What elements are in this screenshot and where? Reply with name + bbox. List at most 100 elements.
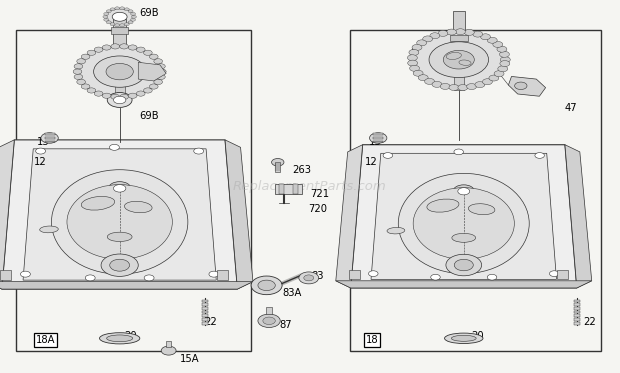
Circle shape [157,74,166,79]
Circle shape [467,84,477,90]
Circle shape [103,15,108,18]
Text: 20: 20 [124,331,136,341]
Circle shape [81,54,90,59]
Bar [373,141,383,142]
Bar [454,67,464,90]
Bar [574,303,580,306]
Circle shape [430,33,440,39]
Ellipse shape [427,199,459,212]
Text: 263: 263 [293,165,312,175]
Circle shape [106,9,133,25]
Circle shape [94,47,103,52]
Circle shape [494,71,504,77]
Circle shape [500,51,510,57]
Polygon shape [565,145,591,288]
Circle shape [409,50,419,56]
Circle shape [487,275,497,280]
Bar [202,318,208,321]
Ellipse shape [51,170,188,274]
Circle shape [456,29,466,35]
Circle shape [112,12,127,21]
Polygon shape [138,62,166,81]
Text: 22: 22 [583,317,596,326]
Text: 69B: 69B [140,8,159,18]
Circle shape [497,46,507,52]
Text: 720: 720 [308,204,327,214]
Circle shape [128,10,133,13]
Bar [349,270,360,279]
Bar [202,300,208,302]
Ellipse shape [451,335,476,341]
Circle shape [124,8,130,11]
Circle shape [104,12,108,15]
Circle shape [110,259,130,271]
Bar [202,311,208,313]
Bar [557,270,568,279]
Polygon shape [336,145,363,288]
Text: 12: 12 [365,157,378,167]
Polygon shape [371,153,557,279]
Circle shape [113,96,126,104]
Ellipse shape [468,204,495,214]
Ellipse shape [459,60,471,65]
Circle shape [408,60,418,66]
Bar [574,300,580,302]
Circle shape [110,144,119,150]
Circle shape [458,85,468,91]
Ellipse shape [107,232,132,242]
Text: 83: 83 [312,271,324,281]
Circle shape [81,84,90,89]
Circle shape [104,18,108,21]
Bar [373,137,383,139]
Bar [275,162,280,172]
Circle shape [482,79,492,85]
Circle shape [412,32,505,88]
Circle shape [86,275,95,281]
Bar [275,184,302,194]
Bar [45,137,55,139]
Circle shape [136,47,145,52]
Circle shape [149,54,158,59]
Text: 18: 18 [366,335,378,345]
Circle shape [106,21,111,24]
Circle shape [128,93,137,98]
Circle shape [41,133,58,143]
Circle shape [110,23,115,26]
Polygon shape [508,76,546,96]
Circle shape [500,57,510,63]
Text: 15: 15 [37,138,50,147]
Bar [574,311,580,313]
Circle shape [304,275,314,281]
Circle shape [113,185,126,192]
Circle shape [120,44,128,49]
Circle shape [432,81,442,87]
Circle shape [78,46,162,97]
Circle shape [475,82,485,88]
Text: 15A: 15A [180,354,200,364]
Circle shape [144,88,153,93]
Bar [45,141,55,142]
Circle shape [370,133,387,143]
Text: ReplacementParts.com: ReplacementParts.com [233,180,387,193]
Bar [115,72,125,95]
Circle shape [454,259,473,271]
Text: 69B: 69B [140,112,159,121]
Bar [450,35,468,41]
Circle shape [115,7,120,10]
Circle shape [500,60,510,66]
Bar [111,27,128,34]
Circle shape [87,88,95,93]
Bar [113,19,126,48]
Text: 18A: 18A [35,335,55,345]
Circle shape [161,346,176,355]
Circle shape [535,153,544,158]
Ellipse shape [99,333,140,344]
Circle shape [429,42,489,78]
Circle shape [94,56,146,87]
Polygon shape [336,281,591,288]
Ellipse shape [40,226,58,233]
Polygon shape [225,140,253,289]
Circle shape [489,75,499,81]
Circle shape [417,40,427,46]
Circle shape [440,84,450,90]
